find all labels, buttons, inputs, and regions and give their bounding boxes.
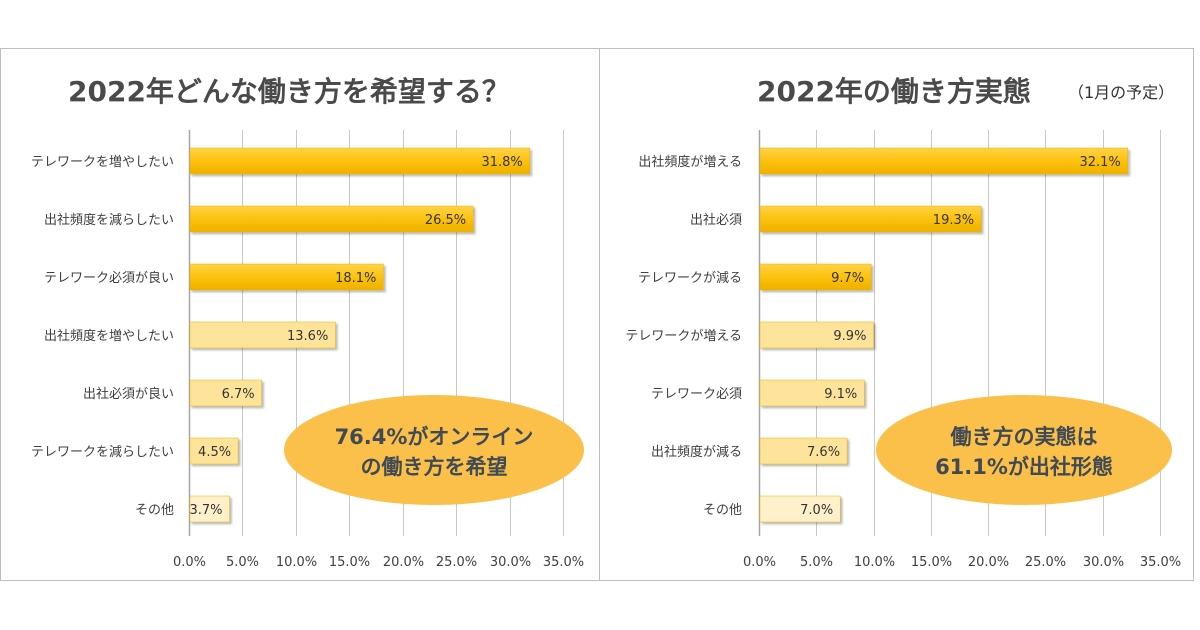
data-label: 3.7% — [190, 503, 223, 518]
x-tick-label: 25.0% — [1025, 555, 1066, 570]
data-label: 26.5% — [425, 213, 466, 228]
left-chart: 0.0% 5.0% 10.0% 15.0% 20.0% 25.0% 30.0% 35.0% 31… — [31, 130, 584, 570]
x-tick-label: 20.0% — [968, 555, 1009, 570]
bar — [189, 495, 230, 523]
right-chart: 0.0% 5.0% 10.0% 15.0% 20.0% 25.0% 30.0% 35.0% 32… — [625, 130, 1181, 570]
data-label: 7.6% — [807, 445, 840, 460]
data-label: 32.1% — [1079, 155, 1120, 170]
data-label: 7.0% — [800, 503, 833, 518]
callout-ellipse — [284, 395, 584, 505]
category-label: テレワークが減る — [638, 270, 742, 286]
bar — [189, 205, 474, 233]
data-label: 13.6% — [287, 329, 328, 344]
bar — [759, 379, 865, 407]
category-label: 出社頻度を減らしたい — [44, 212, 174, 228]
category-label: テレワーク必須が良い — [44, 270, 174, 286]
x-tick-label: 15.0% — [329, 555, 370, 570]
x-tick-label: 5.0% — [226, 555, 259, 570]
x-tick-label: 0.0% — [173, 555, 206, 570]
bar — [189, 321, 336, 349]
bar — [189, 147, 531, 175]
bar — [189, 379, 262, 407]
category-label: 出社頻度が減る — [651, 444, 742, 460]
category-label: その他 — [703, 503, 742, 518]
chart-title-left: 2022年どんな働き方を希望する？ — [68, 75, 510, 108]
callout-ellipse — [876, 395, 1172, 505]
data-label: 31.8% — [481, 155, 522, 170]
category-label: 出社必須 — [690, 212, 742, 228]
category-label: テレワークを減らしたい — [31, 444, 174, 460]
bar — [189, 437, 239, 465]
bar — [759, 495, 841, 523]
data-label: 9.7% — [831, 271, 864, 286]
bar — [759, 263, 872, 291]
panel-divider — [599, 48, 600, 581]
x-tick-label: 30.0% — [1083, 555, 1124, 570]
chart-frame — [0, 48, 1194, 581]
bar — [759, 147, 1129, 175]
bar — [759, 437, 848, 465]
category-label: 出社必須が良い — [83, 386, 174, 402]
x-tick-label: 25.0% — [436, 555, 477, 570]
category-label: テレワーク必須 — [651, 387, 742, 402]
x-tick-label: 35.0% — [543, 555, 584, 570]
x-tick-label: 35.0% — [1140, 555, 1181, 570]
x-tick-label: 10.0% — [276, 555, 317, 570]
bar — [759, 205, 982, 233]
callout-text: 61.1%が出社形態 — [935, 455, 1113, 479]
x-tick-label: 10.0% — [854, 555, 895, 570]
chart-subtitle-right: （1月の予定） — [1068, 83, 1175, 102]
category-label: 出社頻度を増やしたい — [44, 328, 174, 344]
x-tick-label: 5.0% — [800, 555, 833, 570]
x-tick-label: 20.0% — [383, 555, 424, 570]
data-label: 6.7% — [222, 387, 255, 402]
category-label: その他 — [135, 503, 174, 518]
data-label: 19.3% — [933, 213, 974, 228]
bar — [759, 321, 874, 349]
category-label: テレワークが増える — [625, 329, 742, 344]
data-label: 9.9% — [833, 329, 866, 344]
data-label: 18.1% — [335, 271, 376, 286]
bar — [189, 263, 384, 291]
category-label: テレワークを増やしたい — [31, 155, 174, 170]
callout-text: 働き方の実態は — [950, 425, 1098, 449]
chart-title-right: 2022年の働き方実態 — [757, 75, 1031, 108]
callout-text: 76.4%がオンライン — [335, 425, 534, 449]
x-tick-label: 30.0% — [490, 555, 531, 570]
data-label: 4.5% — [198, 445, 231, 460]
data-label: 9.1% — [824, 387, 857, 402]
category-label: 出社頻度が増える — [638, 154, 742, 170]
x-tick-label: 0.0% — [743, 555, 776, 570]
x-tick-label: 15.0% — [911, 555, 952, 570]
callout-text: の働き方を希望 — [361, 455, 508, 479]
